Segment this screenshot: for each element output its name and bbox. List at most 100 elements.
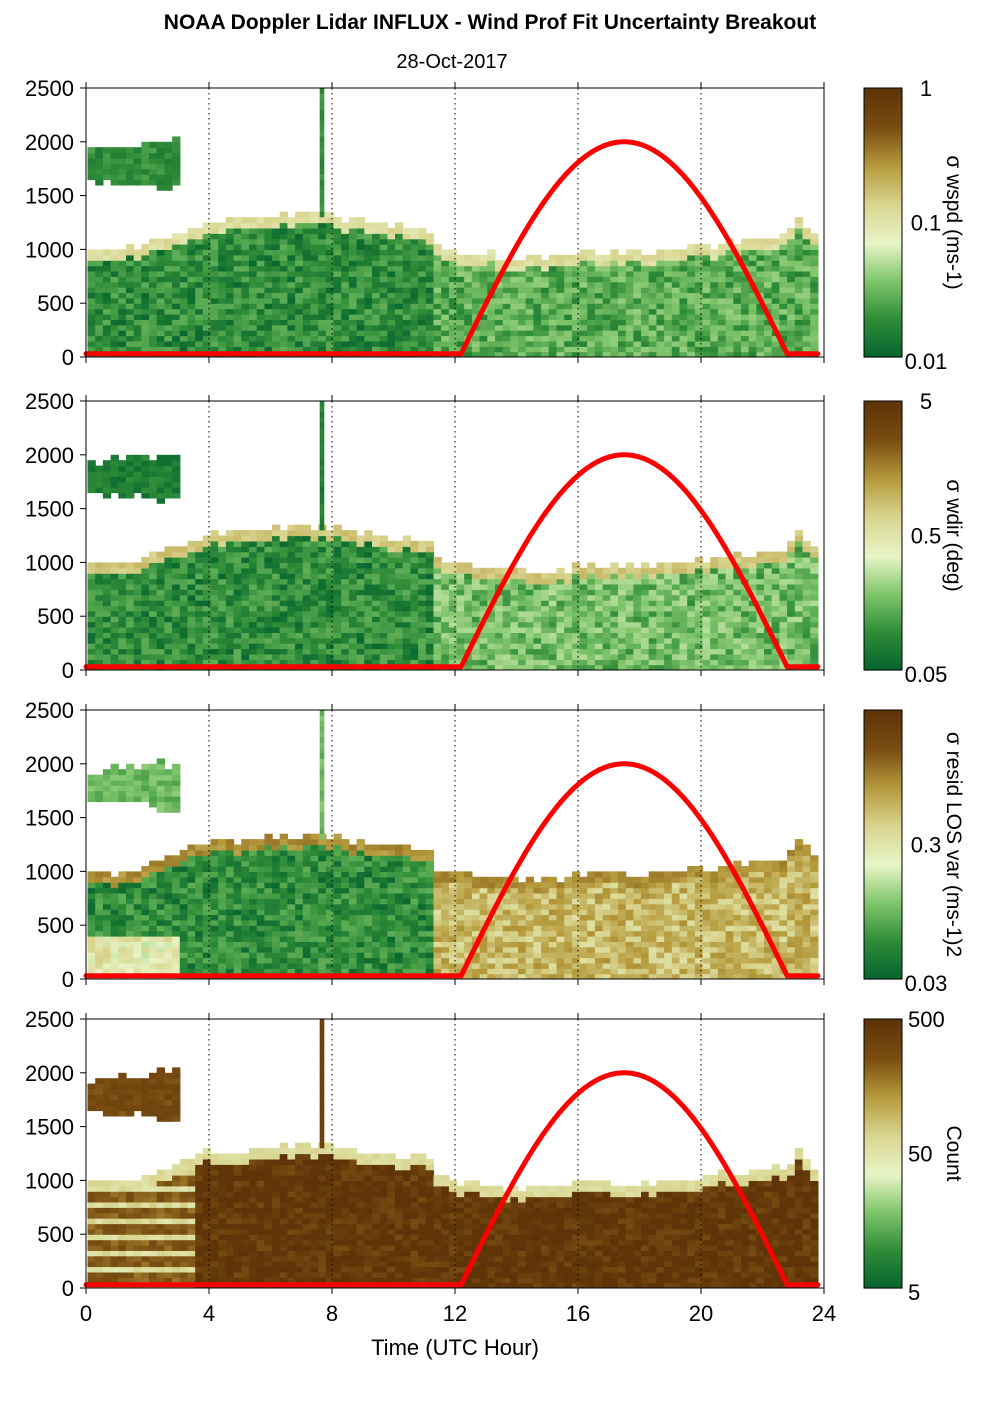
heatmap-cell — [318, 643, 327, 650]
heatmap-cell — [187, 319, 196, 326]
heatmap-cell — [287, 535, 296, 542]
heatmap-cell — [710, 281, 719, 288]
heatmap-cell — [295, 524, 304, 531]
heatmap-cell — [179, 946, 189, 953]
cloud-cell — [149, 481, 158, 488]
heatmap-cell — [195, 297, 204, 304]
heatmap-cell — [387, 583, 396, 590]
heatmap-cell — [318, 648, 327, 655]
heatmap-cell — [172, 914, 181, 921]
cloud-cell — [126, 179, 135, 186]
heatmap-cell — [318, 287, 327, 294]
heatmap-cell — [356, 627, 365, 633]
heatmap-cell — [279, 287, 288, 294]
heatmap-cell — [748, 562, 757, 569]
cloud-cell — [164, 476, 173, 483]
heatmap-cell — [725, 605, 734, 612]
heatmap-cell — [579, 583, 588, 590]
heatmap-cell — [133, 643, 142, 650]
heatmap-cell — [633, 330, 642, 337]
heatmap-cell — [256, 616, 265, 623]
heatmap-cell — [225, 324, 235, 331]
heatmap-cell — [149, 637, 158, 644]
heatmap-cell — [471, 335, 481, 342]
heatmap-cell — [402, 551, 411, 558]
heatmap-cell — [748, 265, 757, 272]
heatmap-cell — [618, 600, 627, 607]
heatmap-cell — [441, 627, 450, 633]
heatmap-cell — [802, 643, 811, 650]
colorbar-swatch — [864, 511, 902, 516]
heatmap-cell — [479, 270, 488, 277]
heatmap-cell — [172, 898, 181, 905]
heatmap-cell — [779, 664, 788, 670]
heatmap-cell — [794, 238, 804, 245]
heatmap-cell — [571, 254, 581, 261]
heatmap-cell — [318, 659, 327, 666]
heatmap-cell — [594, 600, 604, 607]
heatmap-cell — [410, 324, 419, 331]
heatmap-cell — [164, 249, 173, 256]
heatmap-cell — [325, 265, 335, 272]
heatmap-cell — [756, 643, 765, 650]
heatmap-cell — [748, 605, 757, 612]
heatmap-cell — [279, 632, 288, 639]
heatmap-cell — [379, 653, 388, 660]
heatmap-cell — [794, 346, 804, 353]
heatmap-cell — [333, 292, 342, 299]
heatmap-cell — [656, 562, 665, 569]
heatmap-cell — [279, 308, 288, 315]
heatmap-cell — [571, 260, 581, 267]
heatmap-cell — [533, 319, 542, 326]
heatmap-cell — [133, 254, 142, 261]
heatmap-cell — [225, 540, 235, 547]
heatmap-cell — [694, 589, 704, 596]
heatmap-cell — [302, 659, 312, 666]
heatmap-cell — [717, 648, 727, 655]
heatmap-cell — [518, 567, 527, 574]
heatmap-cell — [395, 233, 404, 240]
heatmap-cell — [502, 664, 511, 670]
heatmap-cell — [748, 260, 757, 267]
heatmap-cell — [448, 573, 458, 580]
heatmap-cell — [518, 287, 527, 294]
heatmap-cell — [733, 610, 742, 617]
heatmap-cell — [802, 324, 811, 331]
heatmap-cell — [556, 260, 565, 267]
heatmap-cell — [256, 643, 265, 650]
heatmap-cell — [179, 314, 189, 320]
heatmap-cell — [402, 567, 411, 574]
heatmap-cell — [372, 335, 381, 342]
heatmap-cell — [195, 567, 204, 574]
heatmap-cell — [364, 653, 373, 660]
cloud-cell — [87, 163, 96, 170]
cloud-cell — [118, 460, 127, 467]
heatmap-cell — [156, 594, 165, 601]
heatmap-cell — [656, 249, 665, 256]
heatmap-cell — [179, 308, 189, 315]
cloud-cell — [118, 163, 127, 170]
heatmap-cell — [264, 303, 273, 310]
heatmap-cell — [717, 303, 727, 310]
heatmap-cell — [87, 659, 96, 666]
heatmap-cell — [233, 340, 242, 347]
heatmap-cell — [464, 637, 473, 644]
heatmap-cell — [202, 594, 212, 601]
heatmap-cell — [372, 260, 381, 267]
heatmap-cell — [525, 335, 534, 342]
heatmap-cell — [249, 303, 258, 310]
heatmap-cell — [356, 340, 365, 347]
heatmap-cell — [671, 621, 681, 628]
heatmap-cell — [133, 340, 142, 347]
heatmap-cell — [187, 866, 196, 872]
heatmap-cell — [764, 276, 773, 283]
heatmap-cell — [518, 643, 527, 650]
heatmap-cell — [325, 227, 335, 234]
heatmap-cell — [179, 292, 189, 299]
heatmap-cell — [787, 303, 796, 310]
heatmap-cell — [787, 330, 796, 337]
heatmap-cell — [295, 653, 304, 660]
heatmap-cell — [110, 903, 119, 910]
heatmap-cell — [533, 287, 542, 294]
heatmap-cell — [402, 610, 411, 617]
